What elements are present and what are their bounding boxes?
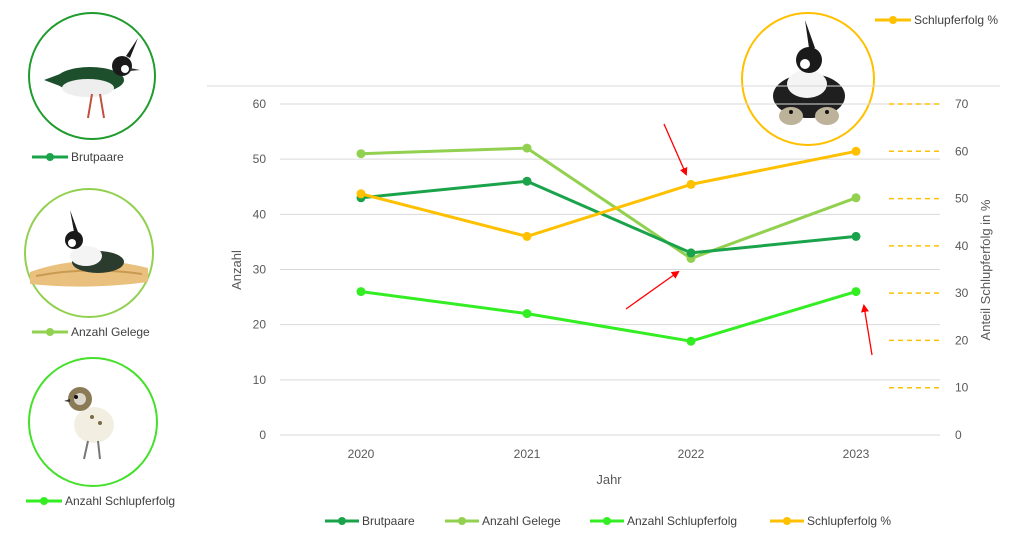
annotation-arrow	[663, 123, 688, 176]
y2-tick-label: 50	[955, 192, 969, 206]
data-point	[851, 287, 861, 297]
data-point	[686, 179, 696, 189]
data-point	[522, 176, 532, 186]
lapwing-nest-icon	[30, 210, 148, 287]
side-legend-schlupf-pct-label: Schlupferfolg %	[914, 13, 999, 27]
chart-legend: Brutpaare Anzahl Gelege Anzahl Schlupferfo…	[325, 514, 891, 528]
x-tick-label: 2023	[843, 447, 870, 461]
side-legend-brutpaare: Brutpaare	[32, 150, 124, 164]
x-tick-label: 2020	[348, 447, 375, 461]
y-tick-label: 0	[259, 428, 266, 442]
data-point	[851, 146, 861, 156]
x-axis-title: Jahr	[596, 472, 622, 487]
legend-label: Anzahl Gelege	[482, 514, 561, 528]
data-point	[686, 336, 696, 346]
data-point	[356, 287, 366, 297]
data-point	[851, 193, 861, 203]
legend-line-marker-icon	[26, 497, 62, 505]
series-line-0	[360, 179, 857, 255]
legend-line-marker-icon	[875, 16, 911, 24]
side-legend-gelege: Anzahl Gelege	[32, 325, 150, 339]
lapwing-family-icon	[773, 20, 845, 125]
y-tick-label: 50	[253, 152, 267, 166]
y-tick-label: 30	[253, 263, 267, 277]
lapwing-adult-icon	[44, 38, 140, 119]
series-line-3	[360, 149, 857, 238]
schlupf-pct-image-circle	[741, 12, 875, 146]
y2-tick-label: 60	[955, 144, 969, 158]
y-tick-label: 60	[253, 97, 267, 111]
side-legend-schlupf: Anzahl Schlupferfolg	[26, 494, 175, 508]
legend-label: Anzahl Schlupferfolg	[627, 514, 737, 528]
side-legend-brutpaare-label: Brutpaare	[71, 150, 124, 164]
y-axis-title: Anzahl	[229, 250, 244, 290]
side-legend-schlupf-label: Anzahl Schlupferfolg	[65, 494, 176, 508]
annotation-arrow	[625, 270, 680, 310]
legend-label: Schlupferfolg %	[807, 514, 891, 528]
data-point	[522, 231, 532, 241]
y-tick-label: 40	[253, 207, 267, 221]
y2-tick-label: 30	[955, 286, 969, 300]
side-legend-gelege-label: Anzahl Gelege	[71, 325, 150, 339]
data-point	[356, 189, 366, 199]
legend-marker-icon	[783, 517, 791, 525]
y2-tick-label: 20	[955, 333, 969, 347]
data-point	[686, 248, 696, 258]
series-line-2	[360, 290, 857, 343]
legend-line-marker-icon	[32, 153, 68, 161]
data-point	[522, 309, 532, 319]
legend-marker-icon	[603, 517, 611, 525]
y-tick-label: 20	[253, 318, 267, 332]
y2-axis-title: Anteil Schlupferfolg in %	[978, 199, 993, 340]
y2-tick-label: 70	[955, 97, 969, 111]
brutpaare-image-circle	[28, 12, 156, 140]
data-point	[356, 149, 366, 159]
legend-label: Brutpaare	[362, 514, 415, 528]
schlupf-image-circle	[28, 357, 158, 487]
legend-marker-icon	[458, 517, 466, 525]
data-point	[522, 143, 532, 153]
gelege-image-circle	[24, 188, 154, 318]
y2-tick-label: 0	[955, 428, 962, 442]
legend-line-marker-icon	[32, 328, 68, 336]
side-legend-schlupf-pct: Schlupferfolg %	[875, 13, 998, 27]
y-tick-label: 10	[253, 373, 267, 387]
y2-tick-label: 40	[955, 239, 969, 253]
data-point	[851, 231, 861, 241]
x-tick-label: 2022	[678, 447, 705, 461]
legend-marker-icon	[338, 517, 346, 525]
x-tick-label: 2021	[514, 447, 541, 461]
y2-tick-label: 10	[955, 381, 969, 395]
lapwing-chick-icon	[64, 387, 114, 460]
annotation-arrow	[861, 304, 873, 356]
series-line-1	[360, 146, 857, 260]
